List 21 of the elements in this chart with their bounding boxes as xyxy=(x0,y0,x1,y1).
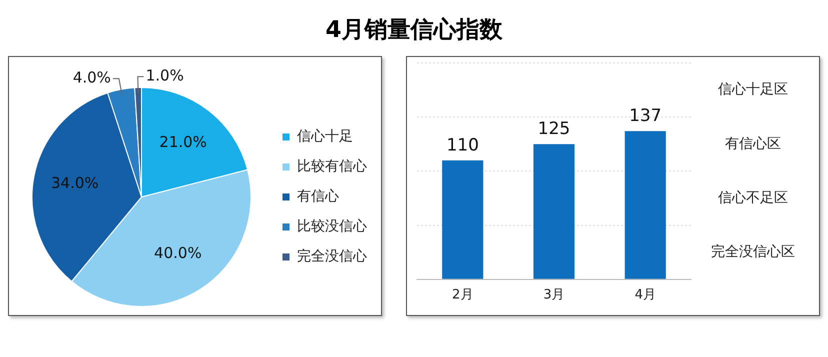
text: 完全没信心区 xyxy=(711,244,795,260)
data-label: 137 xyxy=(629,106,662,126)
text: 信心不足区 xyxy=(718,190,788,206)
legend-label: 有信心 xyxy=(297,188,339,205)
data-label: 1.0% xyxy=(146,66,184,84)
text: 有信心区 xyxy=(725,136,781,152)
legend-label: 比较有信心 xyxy=(297,158,367,175)
x-tick-label: 4月 xyxy=(634,288,656,303)
data-label: 40.0% xyxy=(154,244,202,262)
data-label: 4.0% xyxy=(72,68,111,87)
data-label: 110 xyxy=(446,135,479,156)
legend-label: 信心十足 xyxy=(297,128,353,145)
x-tick-label: 3月 xyxy=(543,288,565,303)
legend-label: 比较没信心 xyxy=(297,218,367,235)
data-label: 21.0% xyxy=(159,133,207,152)
text: 4月销量信心指数 xyxy=(324,16,504,45)
legend-label: 完全没信心 xyxy=(297,248,367,265)
data-label: 34.0% xyxy=(50,174,99,192)
text: 信心十足区 xyxy=(718,82,788,98)
x-tick-label: 2月 xyxy=(452,288,474,303)
data-label: 125 xyxy=(538,119,570,140)
